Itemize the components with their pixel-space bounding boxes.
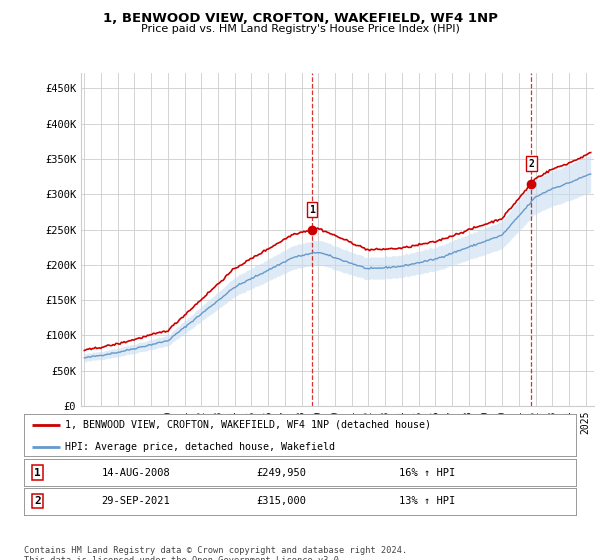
Text: 1, BENWOOD VIEW, CROFTON, WAKEFIELD, WF4 1NP: 1, BENWOOD VIEW, CROFTON, WAKEFIELD, WF4…: [103, 12, 497, 25]
Text: 2: 2: [529, 159, 534, 169]
Text: Price paid vs. HM Land Registry's House Price Index (HPI): Price paid vs. HM Land Registry's House …: [140, 24, 460, 34]
Text: HPI: Average price, detached house, Wakefield: HPI: Average price, detached house, Wake…: [65, 442, 335, 452]
Text: £249,950: £249,950: [256, 468, 306, 478]
Text: 13% ↑ HPI: 13% ↑ HPI: [400, 496, 455, 506]
Text: 1: 1: [34, 468, 41, 478]
Text: Contains HM Land Registry data © Crown copyright and database right 2024.
This d: Contains HM Land Registry data © Crown c…: [24, 546, 407, 560]
Text: 1, BENWOOD VIEW, CROFTON, WAKEFIELD, WF4 1NP (detached house): 1, BENWOOD VIEW, CROFTON, WAKEFIELD, WF4…: [65, 420, 431, 430]
Text: 14-AUG-2008: 14-AUG-2008: [101, 468, 170, 478]
Text: 29-SEP-2021: 29-SEP-2021: [101, 496, 170, 506]
Text: 2: 2: [34, 496, 41, 506]
Text: 16% ↑ HPI: 16% ↑ HPI: [400, 468, 455, 478]
Text: 1: 1: [309, 205, 315, 215]
Text: £315,000: £315,000: [256, 496, 306, 506]
